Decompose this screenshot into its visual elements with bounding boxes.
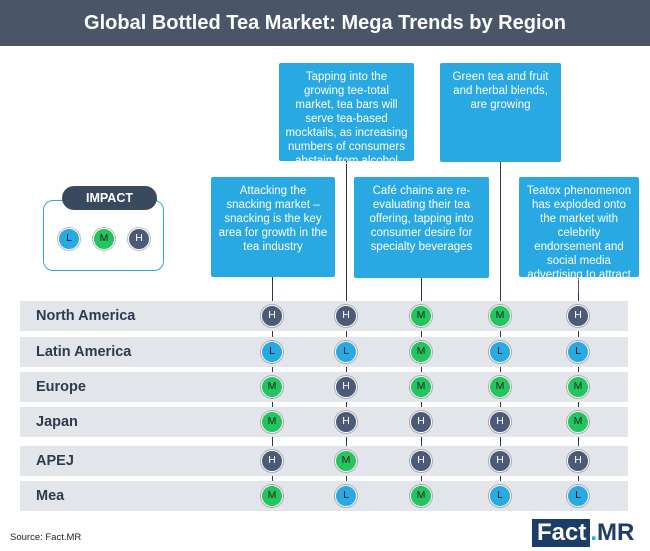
impact-badge: M — [335, 450, 357, 472]
region-row — [20, 481, 628, 511]
impact-badge: H — [261, 450, 283, 472]
trend-callout-1: Attacking the snacking market – snacking… — [211, 177, 335, 277]
legend-low-badge: L — [58, 228, 80, 250]
region-label: North America — [36, 308, 136, 324]
trend-callout-5: Teatox phenomenon has exploded onto the … — [519, 177, 639, 295]
impact-badge: H — [261, 305, 283, 327]
trend-callout-4: Green tea and fruit and herbal blends, a… — [440, 63, 561, 162]
header-bar — [0, 0, 650, 46]
impact-badge: L — [261, 341, 283, 363]
legend-medium-badge: M — [93, 228, 115, 250]
impact-badge: M — [261, 376, 283, 398]
impact-badge: H — [410, 450, 432, 472]
logo-fact-text: Fact — [532, 519, 591, 547]
impact-badge: L — [335, 341, 357, 363]
impact-badge: M — [261, 485, 283, 507]
impact-badge: L — [489, 341, 511, 363]
impact-badge: L — [567, 485, 589, 507]
region-label: Latin America — [36, 344, 132, 360]
logo-dot-text: . — [590, 519, 598, 546]
region-row — [20, 301, 628, 331]
impact-badge: M — [410, 305, 432, 327]
impact-badge: H — [410, 411, 432, 433]
impact-badge: M — [489, 305, 511, 327]
region-label: Mea — [36, 488, 65, 504]
impact-badge: L — [335, 485, 357, 507]
logo-mr-text: MR — [597, 519, 635, 546]
region-row — [20, 372, 628, 402]
impact-badge: M — [567, 411, 589, 433]
fact-mr-logo: Fact .MR — [532, 519, 634, 547]
trend-callout-3: Café chains are re-evaluating their tea … — [354, 177, 489, 278]
impact-badge: H — [489, 450, 511, 472]
impact-badge: M — [261, 411, 283, 433]
impact-badge: H — [489, 411, 511, 433]
region-label: Japan — [36, 414, 78, 430]
region-row — [20, 337, 628, 367]
region-row — [20, 446, 628, 476]
impact-badge: M — [410, 341, 432, 363]
trend-callout-2: Tapping into the growing tee-total marke… — [279, 63, 414, 167]
impact-badge: H — [567, 450, 589, 472]
impact-badge: H — [335, 376, 357, 398]
source-note: Source: Fact.MR — [10, 532, 82, 543]
impact-badge: M — [410, 485, 432, 507]
impact-badge: H — [335, 305, 357, 327]
region-label: Europe — [36, 379, 86, 395]
legend-high-badge: H — [128, 228, 150, 250]
region-row — [20, 407, 628, 437]
impact-legend-title: IMPACT — [62, 186, 157, 210]
impact-badge: L — [567, 341, 589, 363]
region-label: APEJ — [36, 453, 74, 469]
impact-badge: M — [489, 376, 511, 398]
impact-badge: H — [567, 305, 589, 327]
page-title: Global Bottled Tea Market: Mega Trends b… — [84, 12, 566, 34]
impact-badge: M — [410, 376, 432, 398]
impact-badge: M — [567, 376, 589, 398]
impact-badge: L — [489, 485, 511, 507]
impact-badge: H — [335, 411, 357, 433]
